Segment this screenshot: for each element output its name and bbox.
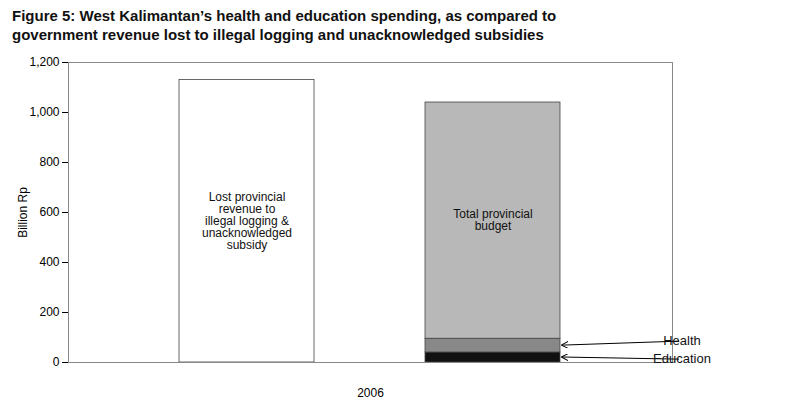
svg-text:200: 200 [39,305,59,319]
html-text:government revenue lost to ill: government revenue lost to illegal loggi… [12,26,544,43]
svg-text:600: 600 [39,205,59,219]
svg-text:Education: Education [653,351,711,366]
svg-text:Billion Rp: Billion Rp [16,187,30,238]
svg-text:1,200: 1,200 [29,55,59,69]
svg-text:Total provincialbudget: Total provincialbudget [453,207,532,233]
svg-text:800: 800 [39,155,59,169]
svg-text:Health: Health [663,333,701,348]
html-text:Figure 5: West Kalimantan’s he: Figure 5: West Kalimantan’s health and e… [12,7,557,24]
svg-text:Lost provincialrevenue toilleg: Lost provincialrevenue toillegal logging… [202,190,292,252]
svg-text:400: 400 [39,255,59,269]
svg-text:0: 0 [53,355,60,369]
svg-text:1,000: 1,000 [29,105,59,119]
svg-text:2006: 2006 [357,386,384,400]
